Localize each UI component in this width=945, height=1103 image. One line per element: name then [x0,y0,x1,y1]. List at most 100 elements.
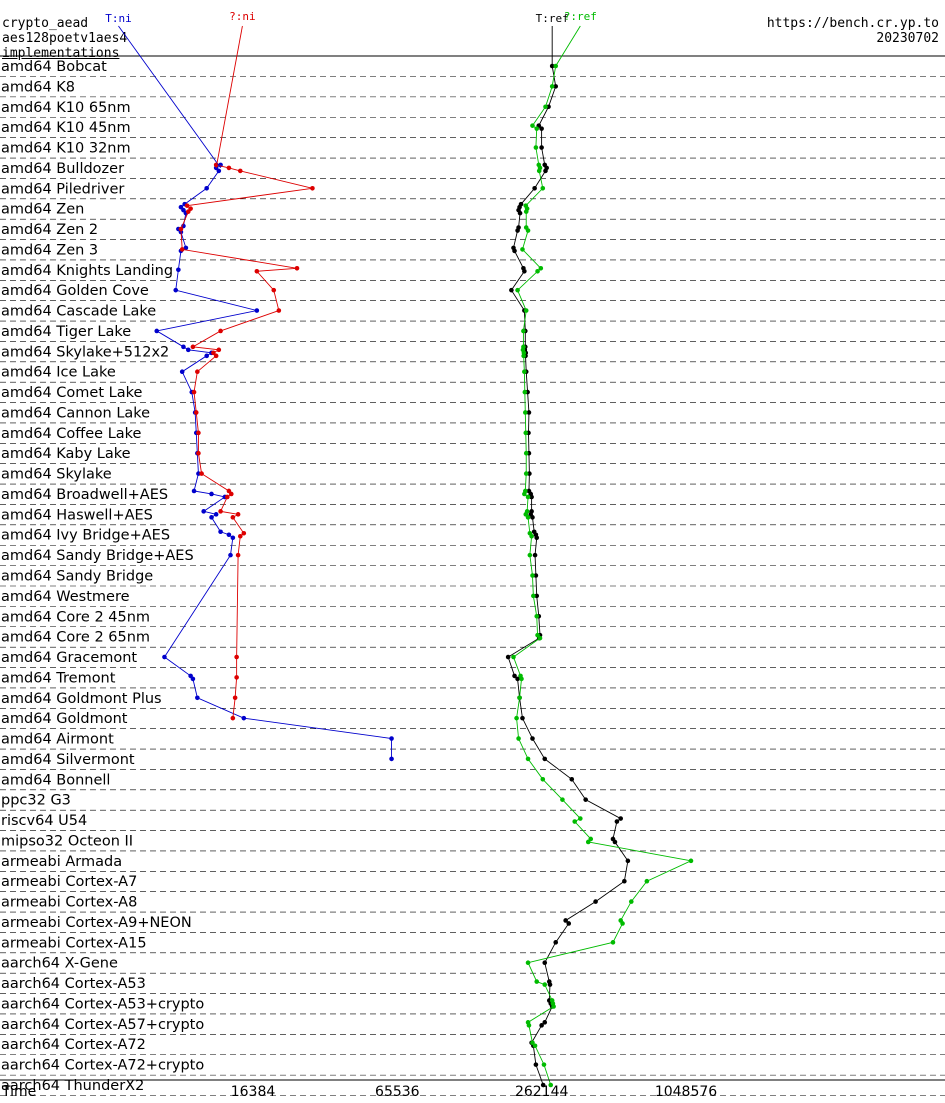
site-url[interactable]: https://bench.cr.yp.to [766,16,939,31]
series-connector-qni [215,25,243,168]
data-point-ref [593,899,598,904]
data-point-ref [522,269,527,274]
row-label: amd64 Tiger Lake [1,324,131,340]
data-point-qni [241,530,247,536]
row-label: armeabi Cortex-A8 [1,895,137,911]
data-point-ni [176,267,181,273]
header-right: https://bench.cr.yp.to 20230702 [767,16,939,46]
data-point-ni [173,287,179,293]
row-label: aarch64 Cortex-A57+crypto [1,1017,204,1033]
data-point-ref [542,960,548,966]
data-point-qni [235,552,241,558]
row-label: amd64 Cannon Lake [1,405,150,421]
data-point-ni [389,756,394,762]
data-point-ref [622,878,627,884]
data-point-qref [572,819,577,824]
data-point-ni [201,509,206,514]
data-point-qni [237,533,243,539]
data-point-qni [235,512,241,517]
data-point-qref [620,921,625,926]
data-point-qref [537,635,543,641]
data-point-ni [209,491,214,497]
data-point-ref [529,494,534,500]
data-point-qref [548,1082,554,1088]
data-point-ni [191,488,197,494]
data-point-qni [190,344,196,350]
row-label: riscv64 U54 [1,813,87,829]
data-point-qref [534,613,540,619]
data-point-ref [542,1020,548,1025]
implementations-link[interactable]: implementations [2,46,120,61]
data-point-ni [230,535,236,541]
implementation-name: aes128poetv1aes4 [2,31,128,46]
data-point-qni [232,695,238,701]
x-tick-label: 262144 [515,1084,569,1100]
x-tick-label: 1048576 [655,1084,717,1100]
series-connector-qref [555,25,581,67]
data-point-qref [628,899,634,904]
data-point-qref [535,269,540,274]
data-point-qni [211,350,216,356]
row-label: amd64 Ivy Bridge+AES [1,528,170,544]
data-point-qref [644,878,650,884]
row-label: armeabi Armada [1,854,122,870]
data-point-qref [517,695,522,701]
data-point-qni [191,389,197,395]
data-point-qref [540,777,546,782]
data-point-qref [538,266,544,271]
row-label: amd64 Ice Lake [1,365,116,381]
row-label: amd64 Sandy Bridge+AES [1,548,194,564]
row-label: amd64 Knights Landing [1,263,173,279]
row-label: amd64 Gracemont [1,650,137,666]
data-point-qref [523,308,529,313]
data-point-ni [162,654,167,660]
data-point-ref [534,535,540,541]
data-point-ni [216,168,222,174]
data-point-qni [196,450,201,456]
row-label: amd64 K10 65nm [1,100,131,116]
row-label: amd64 Airmont [1,732,114,748]
data-point-ni [196,471,201,476]
data-point-qni [226,165,232,171]
row-label: amd64 Tremont [1,670,116,686]
row-label: amd64 Kaby Lake [1,446,131,462]
header-left: crypto_aead aes128poetv1aes4 implementat… [2,16,127,61]
series-line-qref [512,65,693,1086]
data-point-qref [523,209,529,214]
row-label: amd64 Comet Lake [1,385,142,401]
data-point-ref [540,1082,546,1088]
row-label: amd64 Westmere [1,589,130,605]
data-point-ref [542,756,548,762]
series-label-3: ?:ref [564,10,597,23]
data-point-qref [530,573,535,578]
data-point-ni [213,512,219,517]
data-point-ni [190,676,196,682]
data-point-ni [241,715,247,721]
report-date: 20230702 [876,31,939,46]
primitive-name: crypto_aead [2,16,89,31]
data-point-ref [515,676,520,682]
row-label: amd64 Zen 3 [1,242,98,258]
data-point-qref [525,960,531,966]
row-label: amd64 Zen 2 [1,222,98,238]
data-point-qref [688,858,694,864]
row-label: amd64 Coffee Lake [1,426,142,442]
data-point-qref [516,736,521,741]
data-point-qref [523,450,529,456]
row-label: amd64 Cascade Lake [1,304,156,320]
row-label: mipso32 Octeon II [1,833,133,849]
data-point-qni [195,369,200,375]
data-point-ref [532,185,537,191]
row-label: amd64 Skylake [1,467,112,483]
data-point-qref [529,533,534,539]
data-point-ref [533,1062,539,1067]
data-point-qref [541,1062,547,1067]
x-axis-label: Time [1,1084,36,1100]
data-point-qref [525,494,531,500]
data-point-qref [578,816,583,821]
data-point-qref [551,1004,556,1009]
data-point-qni [230,515,236,520]
data-point-qni [224,494,230,500]
row-label: amd64 Zen [1,202,84,218]
